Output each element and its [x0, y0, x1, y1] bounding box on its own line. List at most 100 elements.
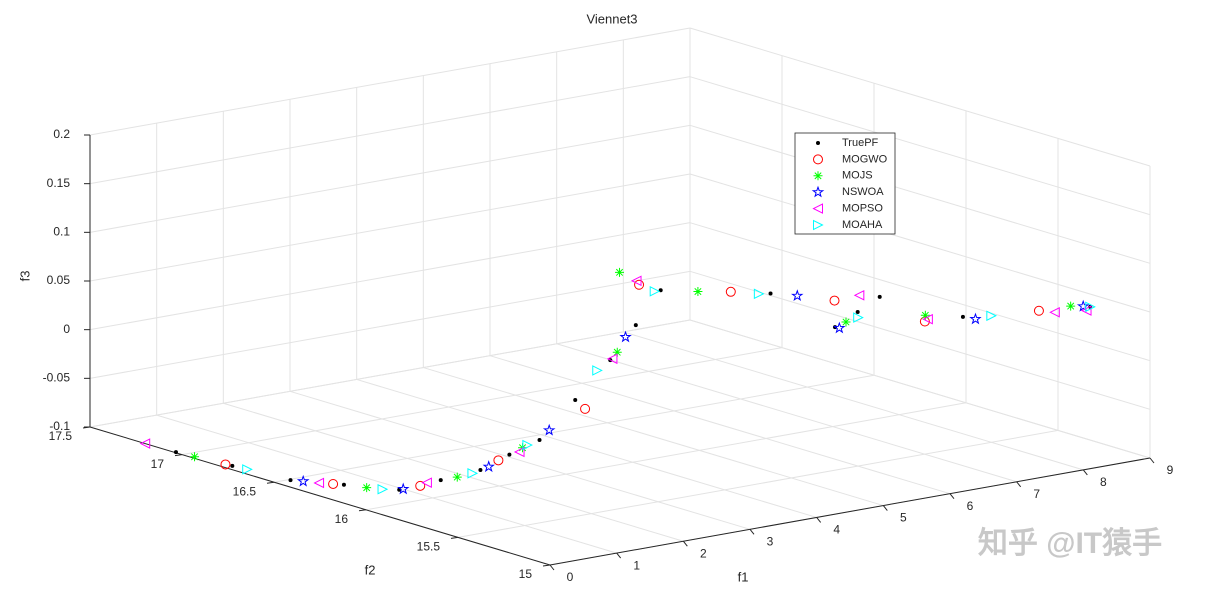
legend: TruePF MOGWO MOJS NSWOA MOPSO MOAHA [794, 132, 896, 235]
marker [190, 452, 200, 462]
grid-line [89, 124, 691, 233]
y-tick-label: 15 [519, 567, 533, 581]
z-tick-label: 0.15 [47, 176, 71, 190]
marker [1085, 301, 1096, 313]
marker [1076, 299, 1090, 312]
grid-line [156, 414, 617, 554]
marker [612, 347, 622, 357]
marker [542, 423, 556, 436]
marker [296, 474, 310, 487]
grid-line [689, 173, 1151, 313]
marker [1033, 305, 1044, 316]
marker [969, 312, 982, 325]
marker [986, 310, 997, 322]
marker [811, 185, 825, 198]
x-tick [949, 493, 955, 499]
grid-line [181, 347, 783, 456]
grid-line [689, 27, 1151, 167]
watermark: 知乎 @IT猿手 [978, 527, 1162, 560]
x-tick-label: 0 [567, 570, 574, 584]
legend-label: MOJS [842, 170, 873, 182]
marker [693, 287, 703, 297]
y-tick [174, 454, 183, 457]
y-axis-label: f2 [365, 562, 376, 577]
marker [341, 482, 346, 487]
legend-box [794, 132, 896, 235]
x-tick-label: 5 [900, 511, 907, 525]
z-tick-label: -0.05 [43, 371, 71, 385]
x-axis-label: f1 [738, 569, 749, 584]
grid-line [556, 343, 1017, 483]
marker [615, 267, 625, 277]
marker [313, 477, 325, 489]
marker [753, 288, 765, 300]
x-tick-label: 4 [833, 523, 840, 537]
grid-line [89, 270, 691, 379]
grid-line [273, 374, 875, 483]
marker [841, 317, 851, 327]
marker [791, 289, 804, 302]
marker [377, 483, 389, 495]
marker [813, 154, 823, 165]
z-axis-label: f3 [17, 271, 32, 282]
marker [816, 141, 820, 145]
marker [522, 439, 533, 451]
marker [1049, 306, 1060, 318]
grid-line [689, 319, 1151, 459]
x-tick [549, 564, 555, 571]
x-tick-label: 3 [767, 535, 774, 549]
grid-line [423, 367, 884, 507]
marker [573, 398, 578, 403]
marker [220, 459, 231, 470]
y-tick [266, 481, 275, 484]
marker [537, 438, 542, 443]
marker [139, 438, 151, 449]
x-tick-label: 9 [1167, 463, 1174, 477]
marker [633, 323, 638, 328]
marker [853, 312, 864, 323]
grid-line [89, 222, 691, 331]
marker [230, 463, 235, 468]
grid-line [623, 331, 1084, 471]
marker [960, 314, 965, 319]
marker [467, 468, 479, 479]
z-tick-label: 0 [63, 322, 70, 336]
grid [89, 27, 1151, 566]
grid-line [89, 27, 691, 136]
chart-title: Viennet3 [586, 11, 637, 26]
marker [877, 294, 882, 299]
marker [415, 480, 426, 491]
y-tick [542, 564, 551, 567]
marker [421, 477, 432, 489]
marker [362, 483, 372, 493]
x-tick [1082, 469, 1088, 476]
x-tick-label: 1 [633, 558, 640, 572]
grid-line [365, 402, 967, 511]
y-axis [89, 426, 551, 566]
y-tick-label: 15.5 [417, 540, 441, 554]
marker [768, 291, 773, 296]
marker [619, 330, 632, 343]
x-tick-label: 8 [1100, 475, 1107, 489]
marker [855, 309, 860, 314]
marker [649, 285, 661, 297]
marker [812, 203, 823, 214]
y-tick-label: 16 [335, 512, 349, 526]
marker [920, 310, 930, 320]
marker [1066, 301, 1076, 311]
z-tick-label: -0.1 [49, 419, 70, 433]
x-tick [749, 529, 755, 535]
x-tick-label: 7 [1033, 487, 1040, 501]
legend-label: MOAHA [842, 219, 883, 231]
marker [592, 365, 603, 376]
marker [288, 478, 293, 483]
z-tick-label: 0.2 [53, 127, 70, 141]
marker [397, 482, 410, 495]
marker [513, 446, 525, 458]
grid-line [457, 429, 1059, 538]
grid-line [689, 124, 1151, 264]
marker [580, 403, 591, 414]
y-tick-label: 17.5 [49, 429, 73, 443]
legend-label: MOGWO [842, 153, 888, 165]
